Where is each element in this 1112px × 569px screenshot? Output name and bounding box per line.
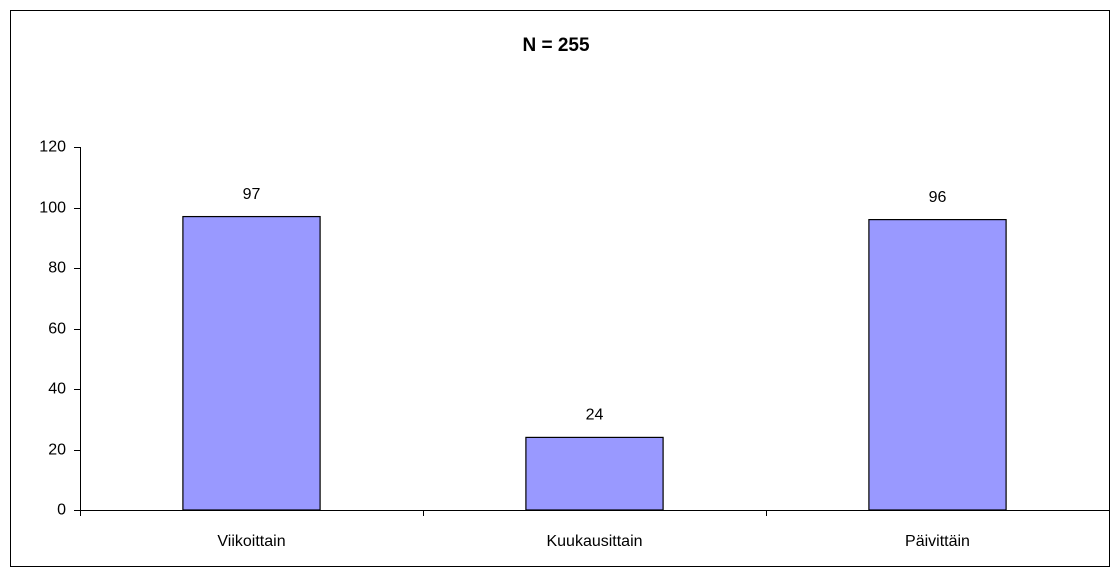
bar bbox=[525, 436, 664, 511]
y-tick-label: 80 bbox=[48, 260, 66, 277]
y-tick-label: 120 bbox=[39, 139, 66, 156]
data-label: 96 bbox=[929, 189, 947, 206]
x-tick-label: Päivittäin bbox=[905, 533, 970, 550]
y-tick-label: 100 bbox=[39, 200, 66, 217]
y-tick-label: 20 bbox=[48, 442, 66, 459]
x-tick-label: Viikoittain bbox=[217, 533, 285, 550]
chart-title: N = 255 bbox=[522, 35, 590, 56]
bar bbox=[868, 219, 1007, 511]
y-tick-label: 0 bbox=[57, 502, 66, 519]
x-tick-label: Kuukausittain bbox=[546, 533, 642, 550]
bar bbox=[182, 215, 321, 511]
data-label: 24 bbox=[586, 407, 604, 424]
y-tick-label: 40 bbox=[48, 381, 66, 398]
data-label: 97 bbox=[243, 186, 261, 203]
y-tick-label: 60 bbox=[48, 321, 66, 338]
